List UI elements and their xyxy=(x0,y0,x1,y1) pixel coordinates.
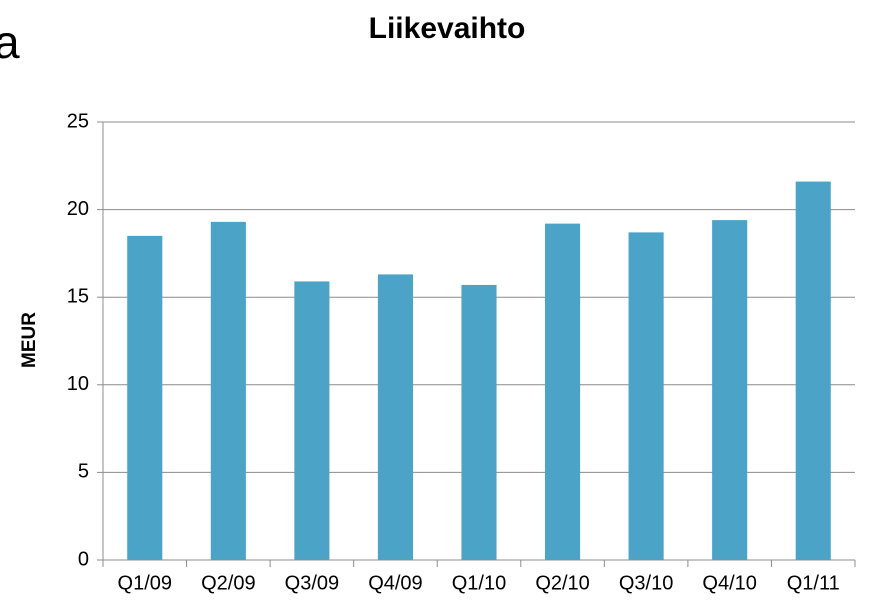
bar xyxy=(377,274,413,560)
y-axis-label: MEUR xyxy=(19,312,40,368)
y-tick-label: 5 xyxy=(78,461,89,483)
bar xyxy=(628,232,664,560)
x-tick-label: Q2/09 xyxy=(201,572,255,594)
x-tick-label: Q4/10 xyxy=(702,572,756,594)
x-tick-label: Q1/09 xyxy=(118,572,172,594)
bar xyxy=(712,220,748,560)
annotation: a xyxy=(0,16,20,68)
y-tick-label: 25 xyxy=(67,110,89,132)
x-tick-label: Q1/11 xyxy=(787,572,840,594)
y-tick-label: 20 xyxy=(67,198,89,220)
bar xyxy=(795,181,831,560)
bar xyxy=(127,235,163,560)
x-tick-label: Q2/10 xyxy=(535,572,589,594)
bar xyxy=(545,223,581,560)
y-tick-label: 0 xyxy=(78,548,89,570)
x-tick-label: Q3/10 xyxy=(619,572,673,594)
bar xyxy=(294,281,330,560)
x-tick-label: Q3/09 xyxy=(285,572,339,594)
bar xyxy=(210,221,246,560)
y-tick-label: 15 xyxy=(67,285,89,307)
chart-title: Liikevaihto xyxy=(369,12,526,45)
x-tick-label: Q4/09 xyxy=(368,572,422,594)
x-tick-label: Q1/10 xyxy=(452,572,506,594)
y-tick-label: 10 xyxy=(67,373,89,395)
bar xyxy=(461,284,497,560)
